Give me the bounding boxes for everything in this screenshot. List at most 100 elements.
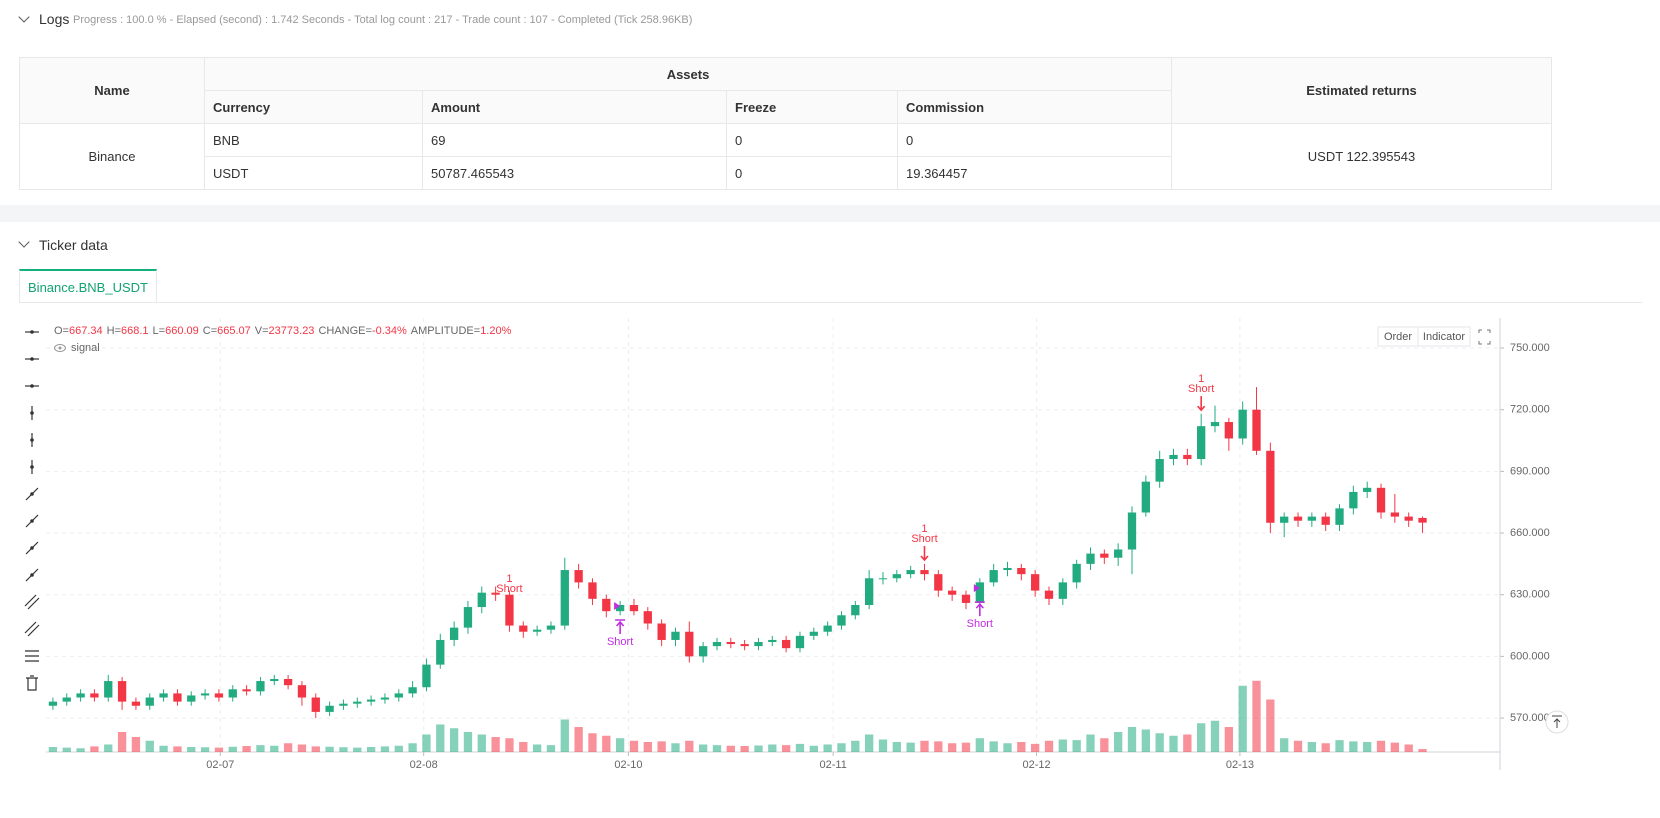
signal-flag [973, 584, 980, 593]
candle-body [1376, 487, 1386, 513]
cell: BNB [204, 123, 423, 157]
volume-bar [1017, 742, 1026, 752]
candle-body [1155, 459, 1164, 482]
volume-bar [1376, 740, 1386, 752]
candle-body [408, 687, 417, 694]
signal-count: 1 [506, 573, 512, 585]
volume-bar [685, 740, 694, 752]
toolbar-button[interactable] [1417, 326, 1471, 347]
candle-body [228, 689, 237, 698]
volume-bar [712, 745, 722, 752]
candle-body [173, 693, 182, 702]
volume-bar [781, 745, 791, 752]
volume-bar [1307, 742, 1317, 752]
candle-body [76, 693, 85, 698]
candle-body [214, 693, 224, 698]
candle-body [740, 644, 749, 647]
volume-bar [1321, 743, 1330, 752]
candle-body [339, 703, 348, 706]
candle-body [1031, 574, 1040, 591]
readout-value: 668.1 [121, 325, 149, 337]
candle-body [1418, 517, 1427, 523]
volume-bar [1197, 723, 1206, 752]
volume-bar [214, 747, 224, 752]
x-tick-label: 02-13 [1226, 759, 1254, 771]
x-tick-label: 02-12 [1022, 759, 1050, 771]
candle-body [325, 705, 334, 712]
volume-bar [1058, 739, 1067, 752]
volume-bar [726, 745, 735, 752]
signal-flag [614, 602, 621, 611]
candle-body [934, 574, 943, 591]
readout-label: O= [54, 325, 69, 337]
chart: 570.000 600.000 630.000 660.000 690.000 720.0… [24, 318, 1569, 771]
drawing-tool[interactable] [25, 650, 39, 662]
volume-bar [878, 739, 888, 752]
volume-bar [48, 747, 58, 752]
volume-bar [145, 740, 154, 752]
volume-bar [948, 743, 957, 752]
volume-bar [449, 728, 459, 752]
volume-bar [629, 740, 639, 752]
readout-label: H= [107, 325, 121, 337]
signal-label: Short [1188, 383, 1214, 395]
candle-body [864, 578, 874, 606]
volume-bar [297, 744, 307, 752]
volume-bar [187, 747, 196, 752]
readout-value: -0.34% [372, 325, 407, 337]
volume-bar [463, 732, 473, 752]
drawing-tool[interactable] [24, 621, 40, 637]
candle-body [906, 570, 915, 575]
volume-bar [90, 746, 99, 752]
volume-bar [394, 745, 403, 752]
x-tick-label: 02-07 [206, 759, 234, 771]
volume-bar [1086, 734, 1095, 752]
drawing-tool[interactable] [26, 675, 38, 691]
collapse-icon[interactable] [18, 236, 30, 248]
candle-body [366, 699, 376, 702]
volume-bar [1155, 733, 1164, 752]
cell: 0 [896, 123, 1173, 157]
candle-body [588, 582, 597, 599]
volume-bar [560, 719, 569, 752]
logs-title: Logs [39, 11, 70, 27]
candle-body [795, 635, 805, 649]
candle-body [1266, 450, 1275, 523]
fullscreen-icon[interactable] [1478, 329, 1491, 345]
candle-body [1404, 516, 1413, 521]
symbol-tab[interactable]: Binance.BNB_USDT [19, 269, 157, 303]
drawing-tool-dot [30, 492, 34, 496]
volume-bar [975, 738, 984, 752]
candle-body [270, 679, 279, 682]
candle-body [560, 570, 569, 626]
volume-bar [242, 746, 251, 752]
candle-body [643, 611, 652, 624]
volume-bar [574, 727, 583, 752]
candle-body [1321, 516, 1330, 525]
candle-body [781, 639, 791, 649]
readout-label: CHANGE= [318, 325, 372, 337]
candle-body [283, 679, 293, 686]
candle-body [892, 574, 901, 579]
candle-body [629, 605, 639, 612]
volume-bar [934, 741, 943, 752]
volume-bar [837, 743, 846, 752]
candle-body [353, 701, 362, 704]
volume-bar [1141, 729, 1150, 752]
drawing-tool-dot [30, 438, 34, 442]
volume-bar [1363, 742, 1372, 752]
candle-body [436, 639, 445, 665]
candle-body [657, 623, 666, 640]
volume-bar [228, 746, 237, 752]
volume-bar [131, 737, 141, 752]
candle-body [1210, 422, 1220, 427]
candle-body [768, 639, 777, 643]
drawing-tool[interactable] [24, 594, 40, 610]
collapse-icon[interactable] [18, 11, 30, 23]
volume-bar [1335, 740, 1344, 752]
logs-card: Logs Progress : 100.0 % - Elapsed (secon… [0, 0, 1660, 205]
legend-entry[interactable]: signal [71, 342, 100, 354]
volume-bar [1293, 740, 1303, 752]
volume-bar [602, 735, 611, 752]
volume-bar [1003, 743, 1012, 752]
